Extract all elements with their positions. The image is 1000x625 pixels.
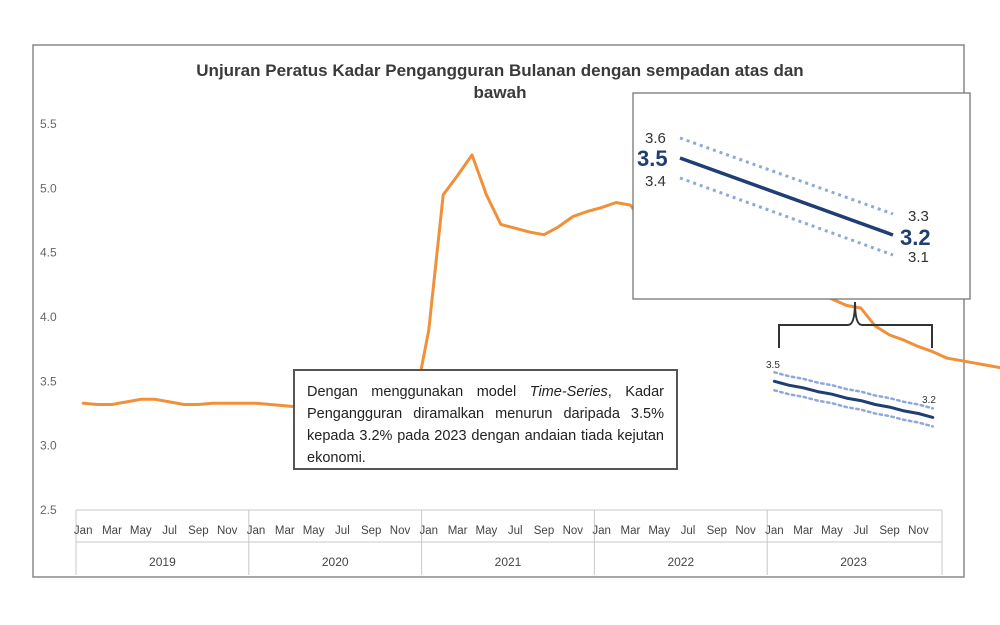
x-tick-label: Mar [793,525,813,537]
inset-forecast-line [679,156,894,237]
year-label: 2023 [840,555,867,569]
inset-start-lower-label: 3.4 [645,173,666,190]
inset-end-upper-label: 3.3 [908,208,929,225]
x-tick-label: May [303,525,325,537]
x-tick-label: Jul [681,525,696,537]
inset-bracket [778,301,933,348]
y-tick-label: 5.0 [40,181,57,195]
chart-title-line-2: bawah [474,83,527,102]
year-label: 2019 [149,555,176,569]
y-tick-label: 4.5 [40,246,57,260]
forecast-note: Dengan menggunakan model Time-Series, Ka… [293,369,678,470]
x-tick-label: Sep [879,525,899,537]
inset-start-upper-label: 3.6 [645,130,666,147]
x-tick-label: Nov [735,525,756,537]
x-axis: Jan Mar May Jul Sep Nov 2019 Jan Mar May Jul Sep Nov… [74,509,943,575]
x-tick-label: Mar [620,525,640,537]
note-text-start: Dengan menggunakan model [307,384,530,400]
note-text-end: , Kadar Pengangguran diramalkan menurun … [307,384,664,466]
x-tick-label: May [476,525,498,537]
x-tick-label: May [130,525,152,537]
x-tick-label: Sep [188,525,208,537]
forecast-start-label: 3.5 [766,360,780,371]
x-tick-label: May [821,525,843,537]
x-tick-label: Nov [390,525,411,537]
x-tick-label: May [648,525,670,537]
forecast-end-label: 3.2 [922,395,936,406]
lower-bound-line [773,389,935,428]
y-axis-ticks: 2.5 3.0 3.5 4.0 4.5 5.0 5.5 [40,117,57,517]
year-label: 2020 [322,555,349,569]
y-tick-label: 4.0 [40,310,57,324]
y-tick-label: 3.0 [40,439,57,453]
inset-upper-bound-line [679,136,894,216]
x-tick-label: Mar [102,525,122,537]
y-tick-label: 2.5 [40,503,57,517]
chart-title-line-1: Unjuran Peratus Kadar Pengangguran Bulan… [196,61,803,80]
year-label: 2022 [667,555,694,569]
x-tick-label: Nov [563,525,584,537]
inset-frame [632,92,971,300]
x-tick-label: Jul [508,525,523,537]
inset-lower-bound-line [679,176,894,257]
x-tick-label: Mar [448,525,468,537]
x-tick-label: Sep [361,525,381,537]
x-tick-label: Mar [275,525,295,537]
x-tick-label: Sep [707,525,727,537]
x-tick-label: Sep [534,525,554,537]
x-tick-label: Jul [853,525,868,537]
upper-bound-line [773,371,935,410]
x-tick-label: Jan [592,525,611,537]
inset-end-lower-label: 3.1 [908,249,929,266]
x-tick-label: Nov [908,525,929,537]
x-tick-label: Jan [420,525,439,537]
x-tick-label: Jul [335,525,350,537]
forecast-line [772,379,935,419]
x-tick-label: Nov [217,525,238,537]
inset-start-value-label: 3.5 [637,146,668,171]
x-tick-label: Jul [162,525,177,537]
y-tick-label: 5.5 [40,117,57,131]
forecast-inset: 3.6 3.5 3.4 3.3 3.2 3.1 [632,92,971,300]
year-label: 2021 [495,555,522,569]
x-tick-label: Jan [765,525,784,537]
x-tick-label: Jan [74,525,93,537]
note-text-italic: Time-Series [529,384,608,400]
inset-end-value-label: 3.2 [900,225,931,250]
y-tick-label: 3.5 [40,374,57,388]
x-tick-label: Jan [247,525,266,537]
